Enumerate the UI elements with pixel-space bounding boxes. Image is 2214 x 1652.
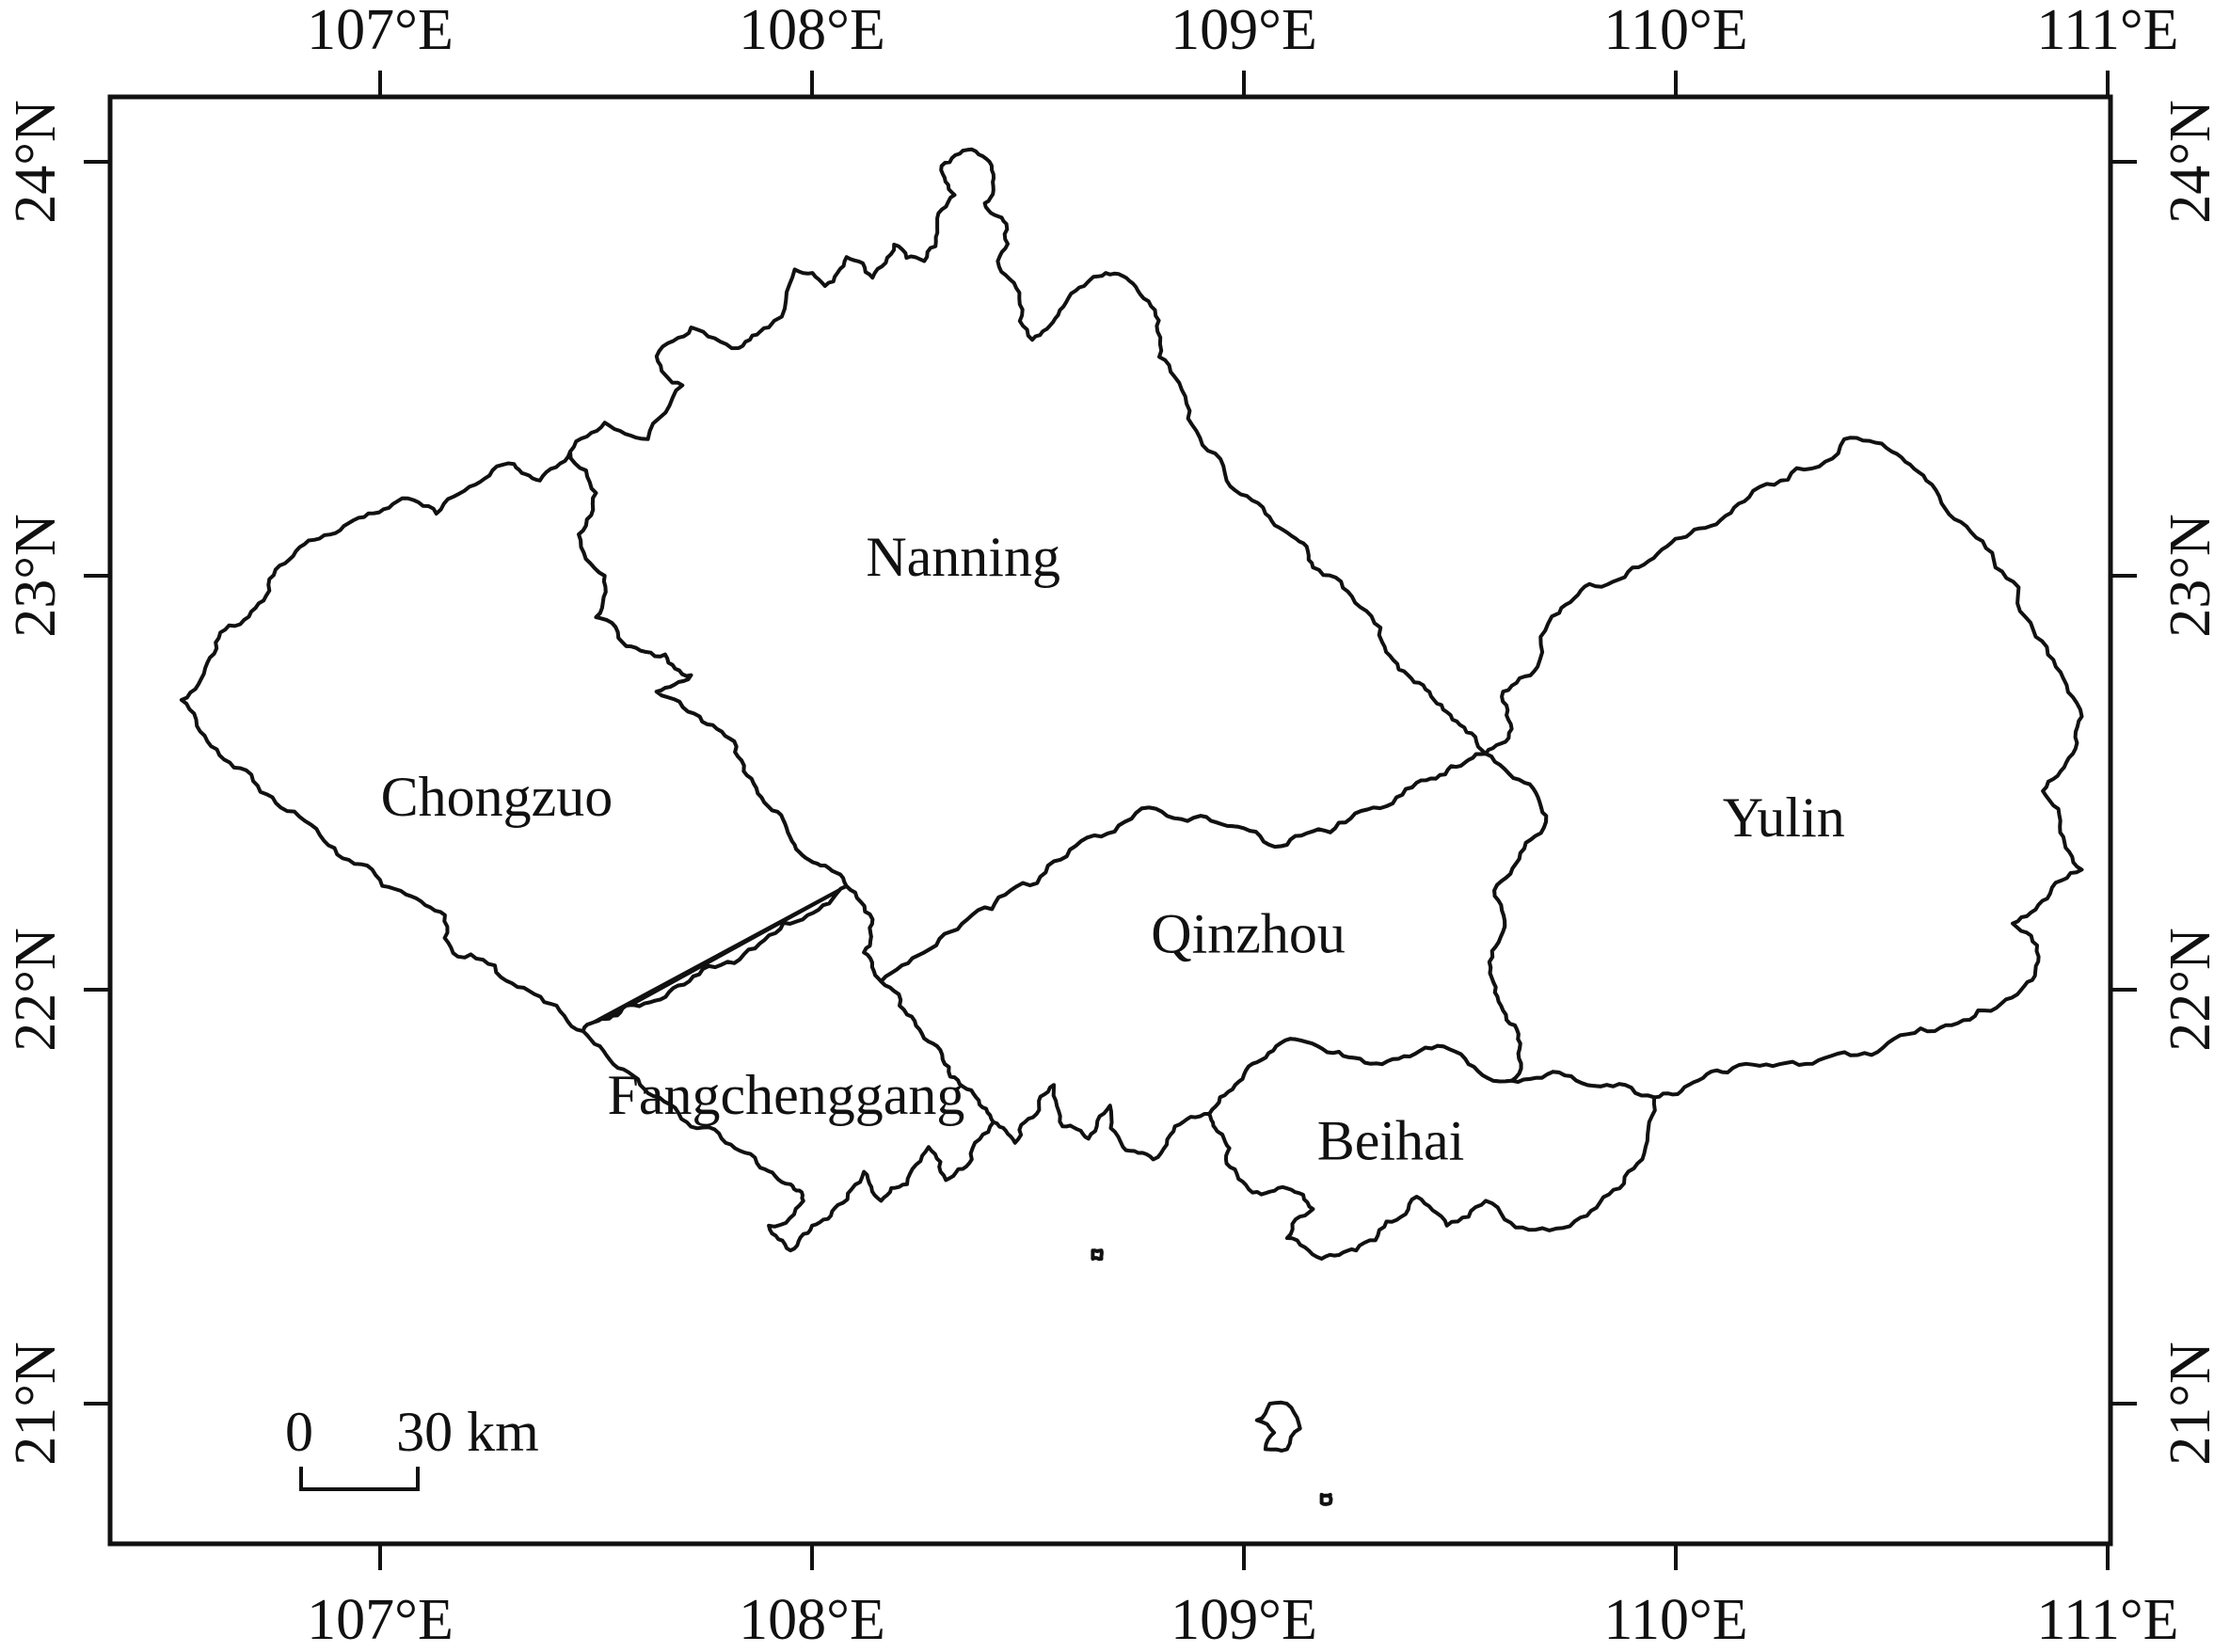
- top-axis-label: 109°E: [1171, 0, 1317, 62]
- bottom-axis-label: 110°E: [1603, 1588, 1747, 1652]
- region-label-fangchenggang: Fangchenggang: [608, 1064, 965, 1126]
- region-label-beihai: Beihai: [1317, 1109, 1465, 1171]
- bottom-axis-label: 109°E: [1171, 1588, 1317, 1652]
- map-frame: [107, 94, 2113, 1547]
- bottom-axis-label: 111°E: [2036, 1588, 2178, 1652]
- right-axis-label: 22°N: [2158, 928, 2214, 1052]
- scale-bar-zero-label: 0: [285, 1401, 313, 1463]
- region-yulin: [1484, 436, 2084, 1100]
- right-axis-label: 24°N: [2158, 100, 2214, 224]
- top-axis-label: 108°E: [739, 0, 885, 62]
- coastal-islet: [1091, 1248, 1104, 1262]
- left-axis-label: 22°N: [4, 928, 68, 1052]
- region-label-qinzhou: Qinzhou: [1151, 902, 1346, 964]
- right-axis-label: 21°N: [2158, 1342, 2214, 1466]
- region-label-chongzuo: Chongzuo: [381, 766, 613, 828]
- left-axis-label: 23°N: [4, 514, 68, 638]
- left-axis-label: 21°N: [4, 1342, 68, 1466]
- top-axis-label: 111°E: [2036, 0, 2178, 62]
- region-label-nanning: Nanning: [866, 526, 1060, 588]
- scale-bar: [299, 1467, 420, 1491]
- top-axis-label: 107°E: [307, 0, 454, 62]
- xieyang-island: [1319, 1492, 1333, 1506]
- left-axis-label: 24°N: [4, 100, 68, 224]
- right-axis-label: 23°N: [2158, 514, 2214, 638]
- region-label-yulin: Yulin: [1723, 786, 1845, 849]
- top-axis-label: 110°E: [1603, 0, 1747, 62]
- region-beihai: [1207, 1037, 1657, 1261]
- bottom-axis-label: 108°E: [739, 1588, 885, 1652]
- bottom-axis-label: 107°E: [307, 1588, 454, 1652]
- scale-bar-distance-label: 30 km: [396, 1401, 539, 1463]
- weizhou-island: [1254, 1400, 1302, 1453]
